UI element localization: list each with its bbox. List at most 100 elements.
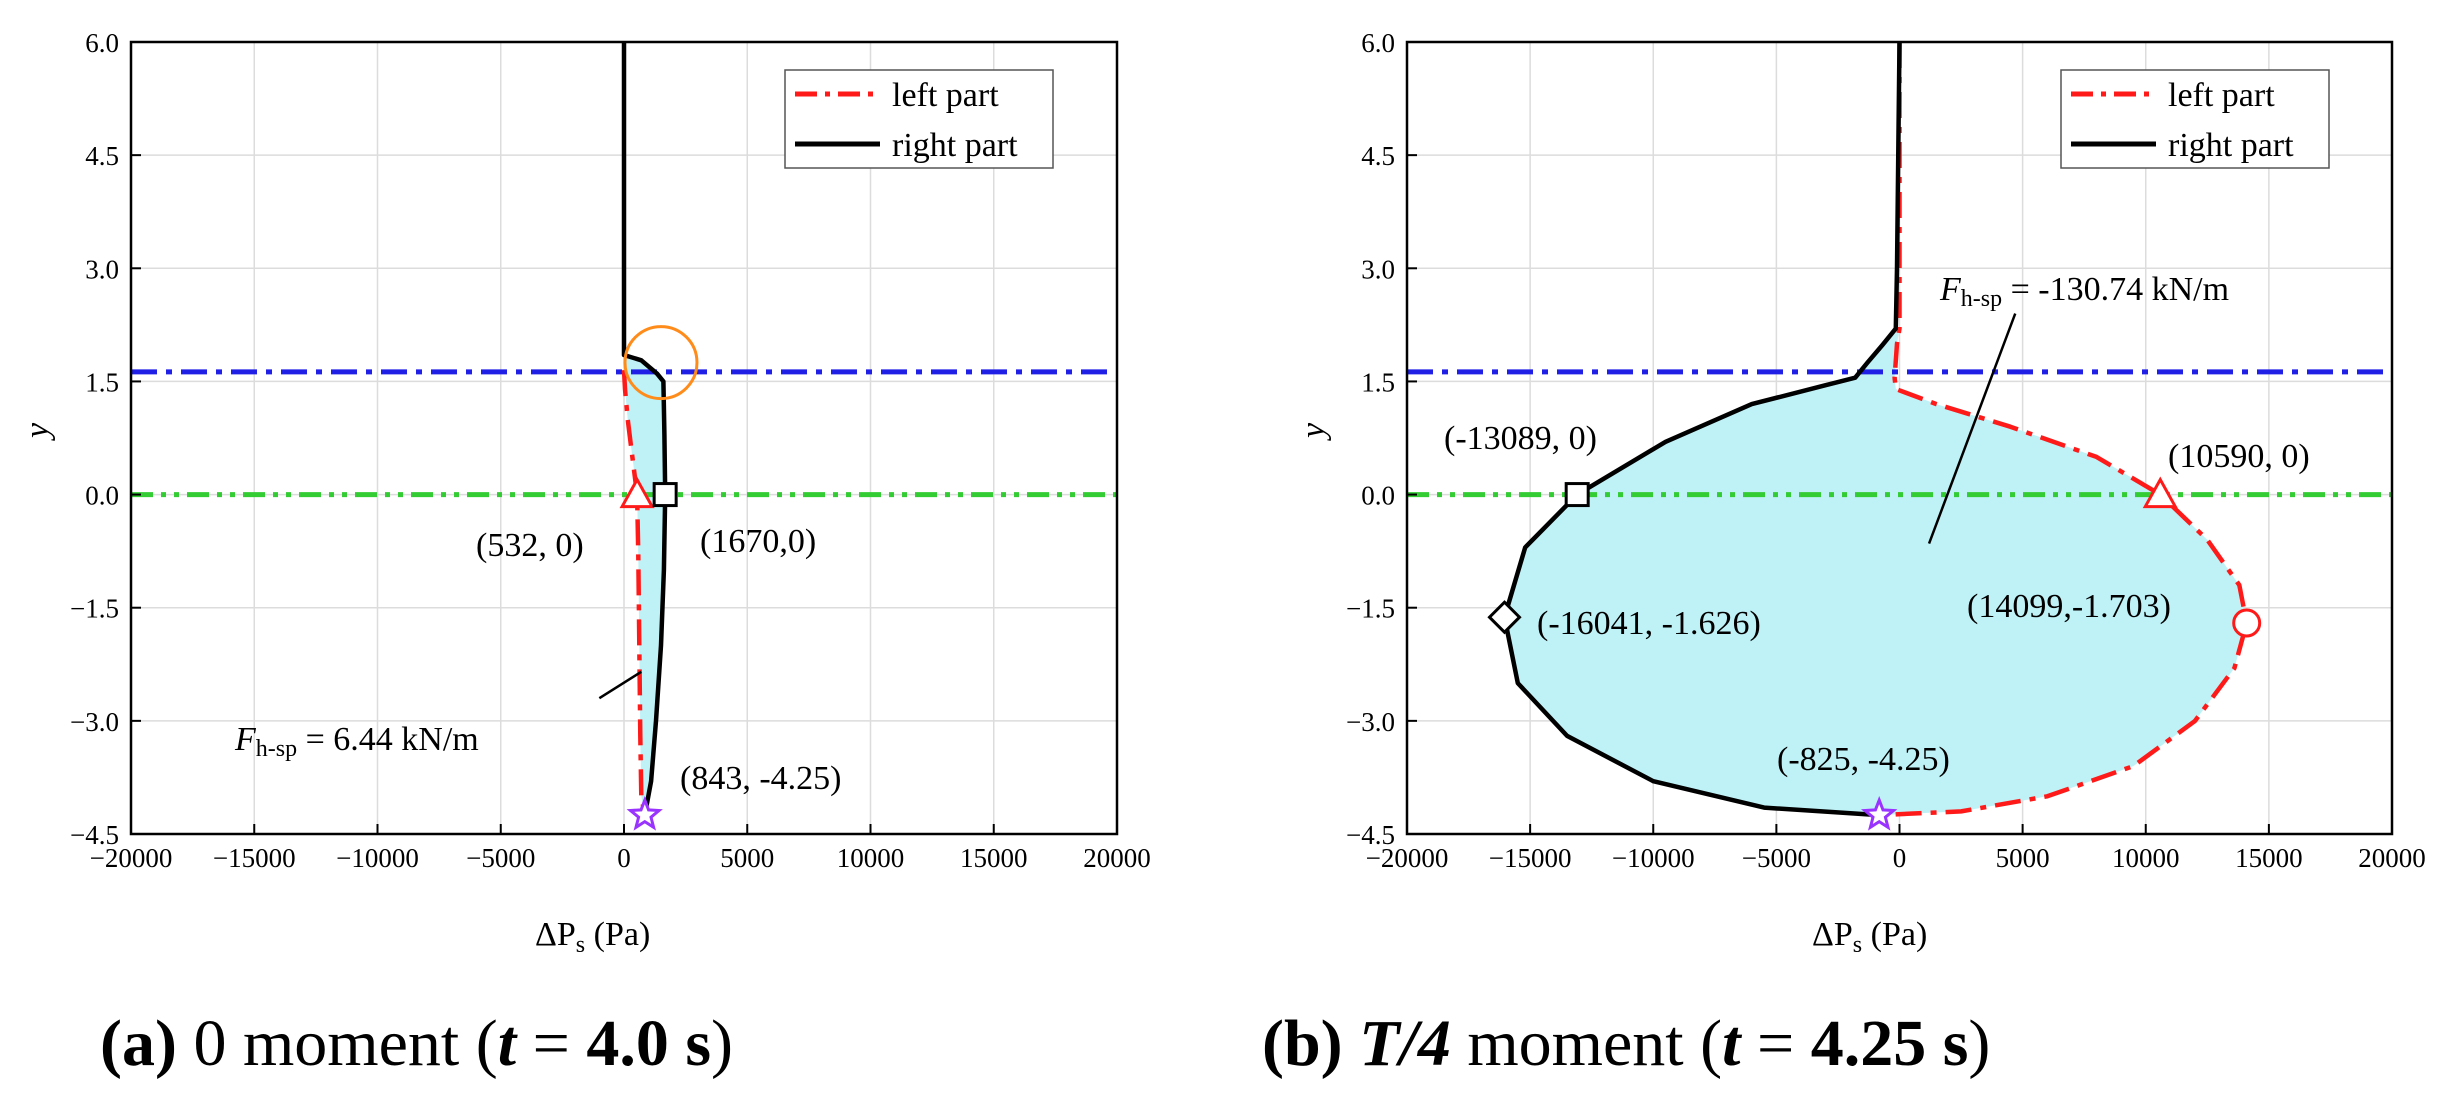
panel-a-marker-square — [652, 482, 678, 508]
panel-a-reference-lines — [131, 369, 1117, 498]
panel-b-label-square: (-13089, 0) — [1444, 420, 1597, 457]
panel-a-marker-triangle — [619, 476, 655, 509]
panel-b-xtick-label-5: 5000 — [1996, 843, 2050, 873]
panel-b-right-part-line — [1502, 41, 1902, 818]
panel-b-xtick-label-3: −5000 — [1742, 843, 1811, 873]
panel-b-xtick-label-8: 20000 — [2358, 843, 2426, 873]
panel-b-caption-part-6: 4.25 s — [1811, 1007, 1969, 1080]
panel-a-label-triangle: (532, 0) — [476, 527, 584, 564]
panel-a-x-axis-symbol: ΔP — [535, 916, 576, 953]
panel-b: −20000 −15000 −10000 −5000 0 5000 10000 15000 20… — [1262, 28, 2426, 1080]
panel-a-ytick-label-2: −1.5 — [70, 594, 119, 624]
panel-b-caption-letter: (b) — [1262, 1007, 1343, 1080]
panel-a-caption-part-3: = — [516, 1007, 586, 1080]
panel-a-ytick-label-6: 4.5 — [85, 141, 119, 171]
panel-b-shaded-area — [1504, 328, 2247, 816]
panel-a-markers — [619, 325, 699, 831]
panel-a-marker-circle-highlight — [623, 325, 699, 401]
panel-b-force-subscript: h-sp — [1961, 286, 2002, 312]
panel-b-xtick-label-4: 0 — [1893, 843, 1907, 873]
panel-a-ytick-label-1: −3.0 — [70, 707, 119, 737]
panel-a-xtick-label-4: 0 — [617, 843, 631, 873]
panel-a-left-part-line — [621, 369, 648, 816]
panel-a-caption-part-1: 0 moment ( — [177, 1007, 498, 1080]
panel-a-x-axis-label: ΔPs (Pa) — [535, 916, 650, 958]
panel-a-legend-box — [784, 69, 1054, 169]
panel-a-xtick-label-5: 5000 — [720, 843, 774, 873]
panel-b-force-pointer — [1927, 313, 2017, 545]
panel-b-marker-square — [1564, 482, 1590, 508]
panel-a-force-subscript: h-sp — [256, 736, 297, 762]
panel-b-left-part-line — [1879, 42, 2249, 818]
panel-b-caption-part-2: T/4 — [1359, 1007, 1451, 1080]
panel-b-ytick-label-0: −4.5 — [1346, 820, 1395, 850]
panel-b-ytick-label-7: 6.0 — [1361, 28, 1395, 58]
panel-b-ytick-label-5: 3.0 — [1361, 254, 1395, 284]
panel-a-label-square: (1670,0) — [700, 523, 816, 560]
panel-a-x-axis-unit: (Pa) — [585, 916, 650, 953]
panel-b-caption-part-7: ) — [1968, 1007, 1990, 1080]
panel-b-x-axis-unit: (Pa) — [1862, 916, 1927, 953]
panel-b-markers — [1487, 476, 2262, 831]
panel-a-caption-part-4: 4.0 s — [586, 1007, 711, 1080]
panel-a-caption-part-5: ) — [711, 1007, 733, 1080]
panel-b-label-star: (-825, -4.25) — [1777, 741, 1950, 778]
panel-a-right-part-line — [621, 42, 668, 816]
panel-a-ytick-label-7: 6.0 — [85, 28, 119, 58]
panel-a-y-axis-label: y — [19, 422, 56, 441]
panel-a-xtick-label-8: 20000 — [1083, 843, 1151, 873]
panel-a-y-ticks: −4.5 −3.0 −1.5 0.0 1.5 3.0 4.5 6.0 — [70, 28, 141, 850]
panel-b-marker-circle — [2232, 608, 2262, 638]
panel-a-label-star: (843, -4.25) — [680, 760, 841, 797]
panel-b-x-ticks: −20000 −15000 −10000 −5000 0 5000 10000 15000 20… — [1366, 824, 2426, 873]
panel-a-ytick-label-4: 1.5 — [85, 367, 119, 397]
panel-a-legend: left part right part — [784, 69, 1054, 169]
panel-b-force-symbol: F — [1939, 271, 1962, 308]
panel-b-x-axis-label: ΔPs (Pa) — [1812, 916, 1927, 958]
panel-b-label-triangle: (10590, 0) — [2168, 438, 2310, 475]
panel-a-xtick-label-7: 15000 — [960, 843, 1028, 873]
panel-a-xtick-label-2: −10000 — [336, 843, 419, 873]
panel-b-y-axis-label: y — [1295, 422, 1332, 441]
panel-a-force-label: Fh-sp = 6.44 kN/m — [234, 721, 479, 762]
panel-b-xtick-label-0: −20000 — [1366, 843, 1449, 873]
panel-a-ytick-label-0: −4.5 — [70, 820, 119, 850]
panel-a-force-symbol: F — [234, 721, 257, 758]
panel-b-caption: (b) T/4 moment (t = 4.25 s) — [1262, 1007, 1990, 1080]
panel-a-force-value: = 6.44 kN/m — [297, 721, 479, 758]
panel-b-ytick-label-6: 4.5 — [1361, 141, 1395, 171]
panel-b-xtick-label-2: −10000 — [1612, 843, 1695, 873]
panel-a-legend-left-label: left part — [892, 77, 999, 114]
panel-b-label-circle: (14099,-1.703) — [1967, 588, 2171, 625]
panel-b-marker-star — [1860, 795, 1898, 831]
panel-a: −20000 −15000 −10000 −5000 0 5000 10000 15000 20… — [19, 28, 1151, 1080]
panel-b-label-diamond: (-16041, -1.626) — [1537, 605, 1761, 642]
panel-b-reference-lines — [1407, 369, 2392, 498]
panel-b-ytick-label-4: 1.5 — [1361, 367, 1395, 397]
panel-b-marker-triangle — [2142, 476, 2178, 509]
panel-b-xtick-label-1: −15000 — [1489, 843, 1572, 873]
panel-b-legend-box — [2060, 69, 2330, 169]
panel-a-legend-right-label: right part — [892, 127, 1018, 164]
panel-b-xtick-label-7: 15000 — [2235, 843, 2303, 873]
panel-b-legend-right-label: right part — [2168, 127, 2294, 164]
panel-a-ytick-label-5: 3.0 — [85, 254, 119, 284]
panel-b-caption-part-3: moment ( — [1451, 1007, 1722, 1080]
panel-a-caption-part-2: t — [498, 1007, 518, 1080]
panel-b-caption-part-5: = — [1740, 1007, 1810, 1080]
panel-b-x-axis-symbol: ΔP — [1812, 916, 1853, 953]
panel-a-xtick-label-3: −5000 — [466, 843, 535, 873]
panel-a-force-pointer — [598, 670, 642, 700]
panel-b-force-label: Fh-sp = -130.74 kN/m — [1939, 271, 2229, 312]
panel-b-legend: left part right part — [2060, 69, 2330, 169]
panel-b-caption-part-4: t — [1722, 1007, 1742, 1080]
panel-b-caption-part-1 — [1343, 1007, 1360, 1080]
panel-a-xtick-label-0: −20000 — [90, 843, 173, 873]
panel-a-x-ticks: −20000 −15000 −10000 −5000 0 5000 10000 15000 20… — [90, 824, 1151, 873]
panel-b-ytick-label-3: 0.0 — [1361, 481, 1395, 511]
panel-a-marker-star — [626, 795, 663, 831]
panel-b-xtick-label-6: 10000 — [2112, 843, 2180, 873]
panel-b-ytick-label-2: −1.5 — [1346, 594, 1395, 624]
